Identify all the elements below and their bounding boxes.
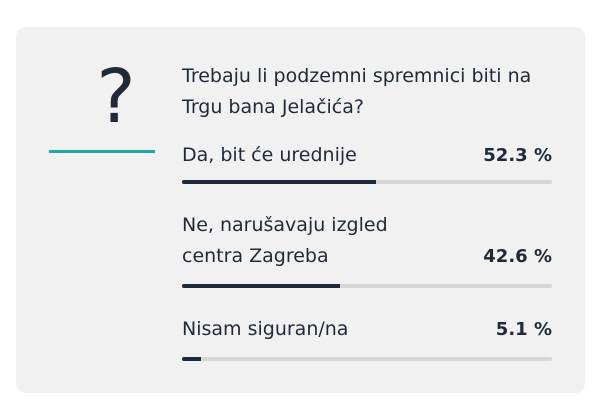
poll-option-bar-fill	[182, 357, 201, 361]
accent-divider	[49, 150, 155, 153]
poll-option-percent: 5.1 %	[495, 319, 552, 340]
poll-option-label: Da, bit će urednije	[182, 144, 357, 166]
poll-option-label: Ne, narušavaju izgled centra Zagreba	[182, 214, 388, 267]
poll-option-bar	[182, 357, 552, 361]
poll-option-bar	[182, 284, 552, 288]
poll-option-2[interactable]: Ne, narušavaju izgled centra Zagreba 42.…	[182, 210, 552, 290]
poll-option-bar-fill	[182, 180, 376, 184]
poll-card: ? Trebaju li podzemni spremnici biti na …	[16, 27, 585, 393]
question-mark-icon: ?	[96, 54, 136, 140]
poll-option-percent: 42.6 %	[483, 246, 552, 267]
poll-option-bar-fill	[182, 284, 340, 288]
poll-option-3[interactable]: Nisam siguran/na 5.1 %	[182, 314, 552, 362]
poll-question: Trebaju li podzemni spremnici biti na Tr…	[182, 65, 532, 118]
poll-option-1[interactable]: Da, bit će urednije 52.3 %	[182, 140, 552, 188]
poll-option-label: Nisam siguran/na	[182, 318, 349, 340]
poll-option-bar	[182, 180, 552, 184]
poll-option-percent: 52.3 %	[483, 145, 552, 166]
